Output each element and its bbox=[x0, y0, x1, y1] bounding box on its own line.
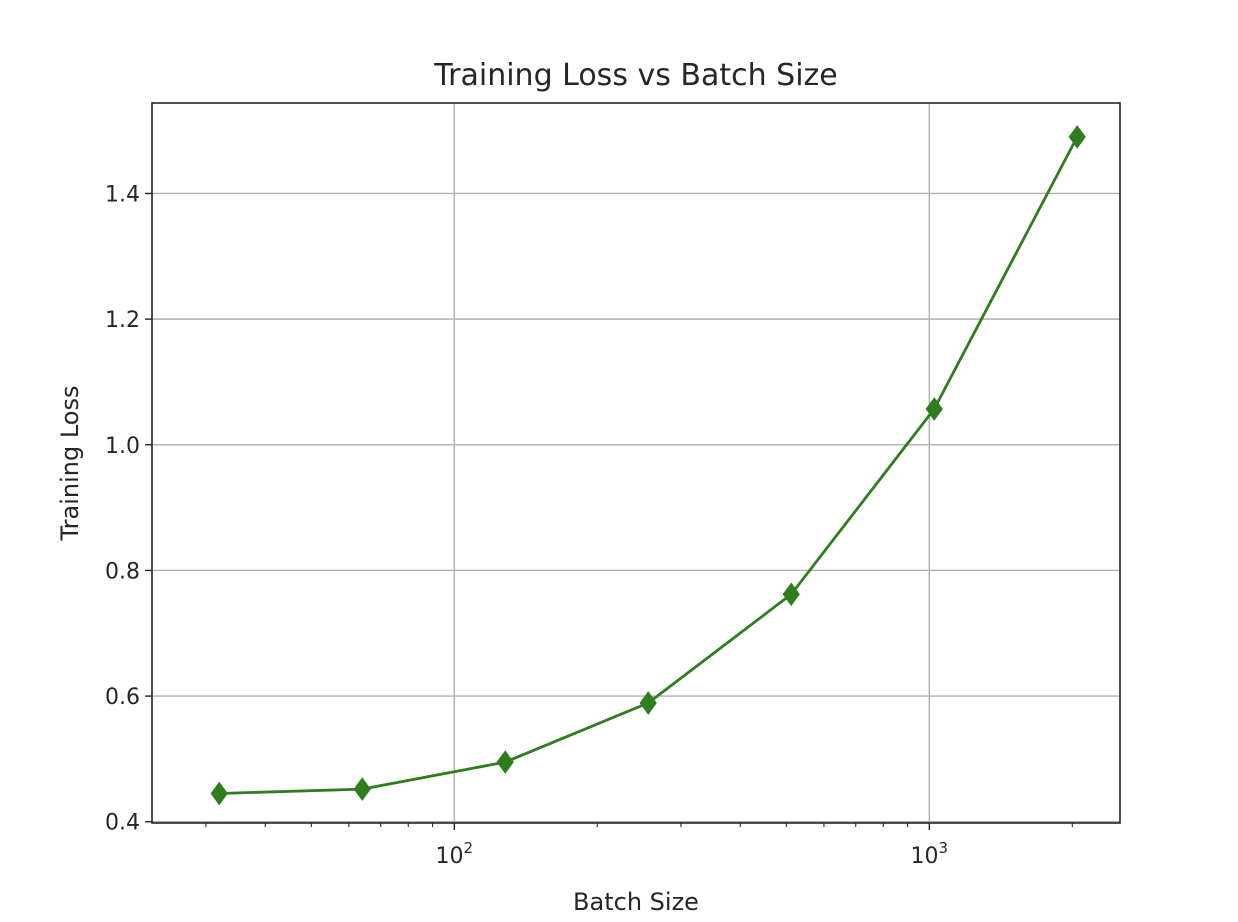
y-axis-label: Training Loss bbox=[56, 386, 84, 542]
x-axis-label: Batch Size bbox=[573, 888, 699, 916]
y-tick-label: 1.2 bbox=[105, 308, 140, 333]
y-tick-label: 0.4 bbox=[105, 811, 140, 836]
data-point-marker bbox=[639, 691, 657, 715]
data-point-marker bbox=[353, 777, 371, 801]
x-tick-label: 102 bbox=[436, 839, 474, 869]
x-tick-base: 10 bbox=[436, 844, 464, 869]
data-point-marker bbox=[210, 781, 228, 806]
data-point-marker bbox=[925, 397, 943, 421]
data-point-marker bbox=[496, 750, 514, 774]
x-tick-base: 10 bbox=[911, 844, 939, 869]
y-tick-label: 0.8 bbox=[105, 559, 140, 584]
x-tick-label: 103 bbox=[911, 839, 949, 869]
x-tick-exponent: 2 bbox=[464, 839, 474, 857]
grid-layer bbox=[152, 103, 1120, 823]
y-tick-label: 1.4 bbox=[105, 182, 140, 207]
series-layer bbox=[210, 125, 1086, 806]
y-tick-label: 1.0 bbox=[105, 434, 140, 459]
x-tick-exponent: 3 bbox=[939, 839, 949, 857]
chart-title: Training Loss vs Batch Size bbox=[433, 58, 838, 93]
plot-frame bbox=[151, 102, 1121, 824]
y-tick-label: 0.6 bbox=[105, 685, 140, 710]
data-point-marker bbox=[1068, 125, 1086, 149]
data-point-marker bbox=[782, 582, 800, 607]
